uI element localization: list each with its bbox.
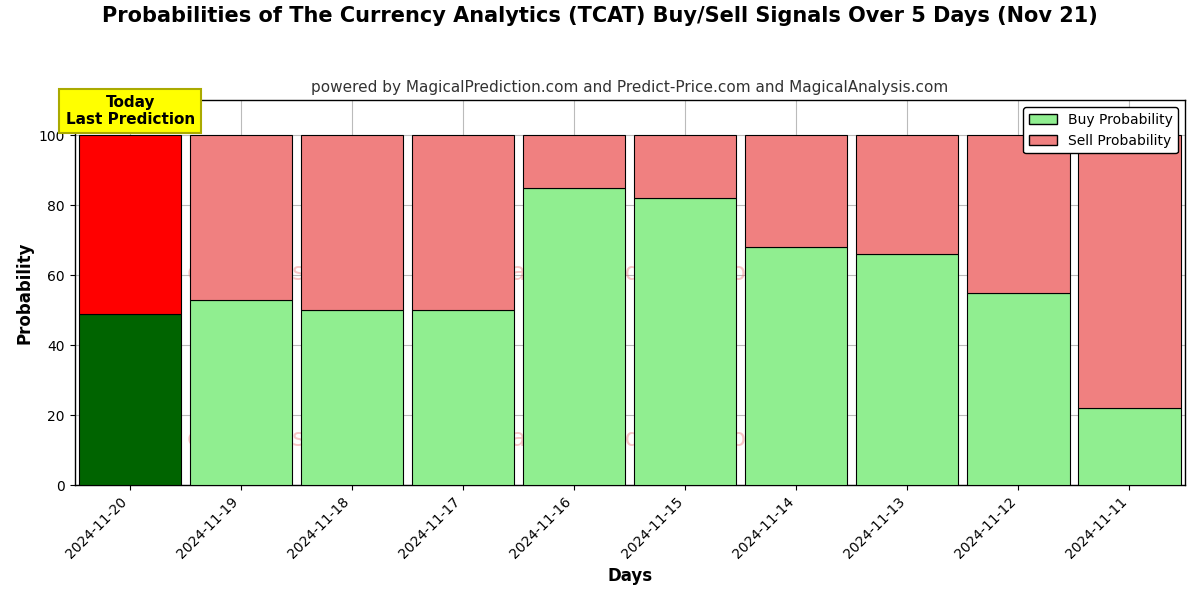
Text: calAnalysis.co: calAnalysis.co	[186, 427, 362, 451]
Bar	[967, 136, 1069, 293]
Text: MagicalPrediction.com: MagicalPrediction.com	[490, 262, 770, 286]
X-axis label: Days: Days	[607, 567, 653, 585]
Bar	[967, 293, 1069, 485]
Bar	[190, 300, 293, 485]
Bar	[857, 136, 959, 254]
Bar	[79, 314, 181, 485]
Bar	[635, 198, 737, 485]
Bar	[1079, 136, 1181, 408]
Bar	[190, 136, 293, 300]
Bar	[301, 310, 403, 485]
Bar	[745, 136, 847, 247]
Bar	[301, 136, 403, 310]
Bar	[857, 254, 959, 485]
Text: MagicalPrediction.com: MagicalPrediction.com	[490, 427, 770, 451]
Title: powered by MagicalPrediction.com and Predict-Price.com and MagicalAnalysis.com: powered by MagicalPrediction.com and Pre…	[311, 80, 948, 95]
Bar	[523, 136, 625, 188]
Bar	[79, 136, 181, 314]
Bar	[412, 136, 515, 310]
Bar	[1079, 408, 1181, 485]
Y-axis label: Probability: Probability	[16, 241, 34, 344]
Bar	[635, 136, 737, 198]
Text: Probabilities of The Currency Analytics (TCAT) Buy/Sell Signals Over 5 Days (Nov: Probabilities of The Currency Analytics …	[102, 6, 1098, 26]
Bar	[523, 188, 625, 485]
Bar	[412, 310, 515, 485]
Text: calAnalysis.co: calAnalysis.co	[186, 262, 362, 286]
Text: Today
Last Prediction: Today Last Prediction	[66, 95, 194, 127]
Bar	[745, 247, 847, 485]
Legend: Buy Probability, Sell Probability: Buy Probability, Sell Probability	[1024, 107, 1178, 154]
